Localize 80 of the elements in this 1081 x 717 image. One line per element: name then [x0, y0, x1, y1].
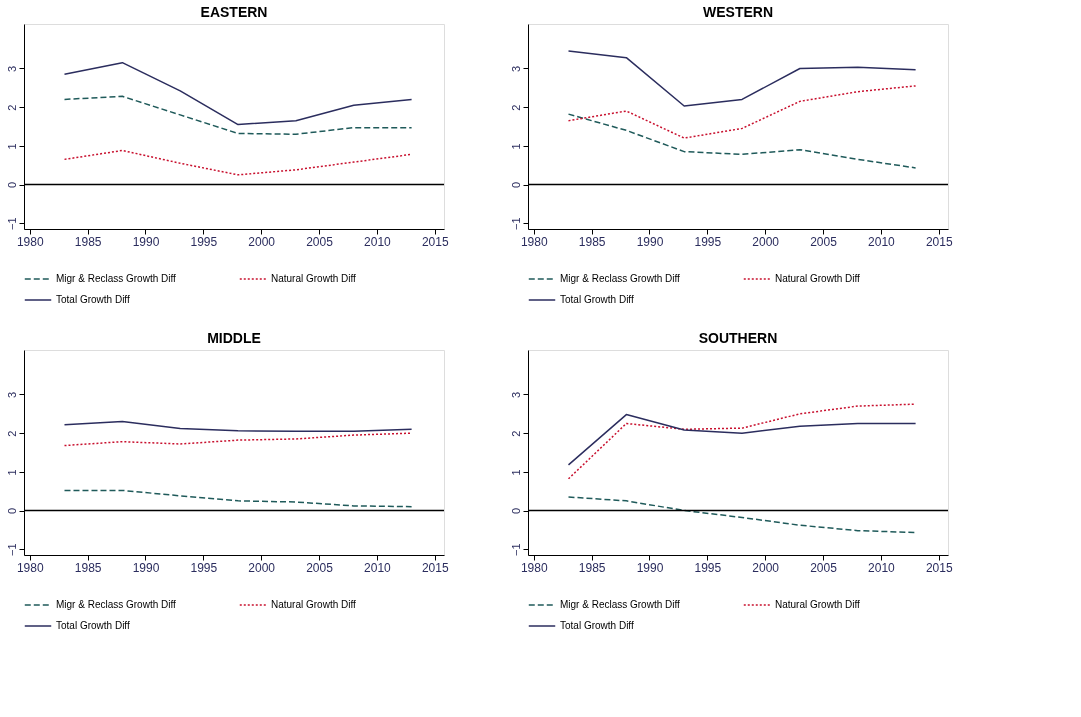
x-tick-label: 1990	[132, 560, 160, 575]
x-tick-label: 2015	[925, 234, 953, 249]
x-tick-label: 1995	[694, 234, 722, 249]
y-tick-label: 3	[5, 391, 18, 399]
legend-label: Total Growth Diff	[56, 294, 130, 305]
legend-label: Natural Growth Diff	[271, 273, 357, 284]
y-tick-label: 1	[5, 469, 18, 476]
y-tick-label: 3	[509, 391, 522, 399]
x-tick-label: 1990	[132, 234, 160, 249]
y-tick-label: 0	[509, 181, 522, 189]
x-tick-label: 2010	[364, 560, 392, 575]
x-tick-label: 2000	[248, 560, 276, 575]
x-tick-label: 2005	[810, 560, 838, 575]
line-series	[63, 61, 413, 126]
legend-label: Natural Growth Diff	[271, 599, 357, 610]
line-series	[567, 403, 917, 480]
x-tick-label: 1990	[636, 560, 664, 575]
y-tick-label: 2	[5, 430, 18, 437]
y-tick-label: −1	[5, 543, 18, 556]
x-tick-label: 2015	[925, 560, 953, 575]
x-tick-label: 2005	[306, 234, 334, 249]
x-tick-label: 1980	[16, 560, 44, 575]
line-series	[567, 496, 917, 534]
line-series	[567, 85, 917, 139]
y-tick-label: 3	[509, 65, 522, 73]
legend-label: Total Growth Diff	[560, 294, 634, 305]
x-tick-label: 1980	[16, 234, 44, 249]
y-tick-label: 0	[509, 507, 522, 515]
chart-title: MIDDLE	[207, 330, 261, 346]
x-tick-label: 1985	[74, 234, 102, 249]
x-tick-label: 2000	[752, 234, 780, 249]
x-tick-label: 2005	[810, 234, 838, 249]
legend-label: Natural Growth Diff	[775, 273, 861, 284]
x-tick-label: 2010	[868, 560, 896, 575]
x-tick-label: 2000	[752, 560, 780, 575]
chart-title: EASTERN	[200, 4, 268, 20]
y-tick-label: 1	[5, 143, 18, 150]
legend-label: Total Growth Diff	[56, 620, 130, 631]
chart-title: SOUTHERN	[698, 330, 778, 346]
y-tick-label: −1	[509, 217, 522, 230]
y-tick-label: 0	[5, 181, 18, 189]
y-tick-label: −1	[509, 543, 522, 556]
x-tick-label: 1985	[578, 234, 606, 249]
x-tick-label: 1995	[694, 560, 722, 575]
x-tick-label: 1995	[190, 234, 218, 249]
x-tick-label: 1995	[190, 560, 218, 575]
x-tick-label: 2010	[868, 234, 896, 249]
y-tick-label: 1	[509, 143, 522, 150]
line-series	[567, 50, 917, 107]
x-tick-label: 2005	[306, 560, 334, 575]
legend-label: Total Growth Diff	[560, 620, 634, 631]
x-tick-label: 2015	[421, 560, 449, 575]
x-tick-label: 1985	[74, 560, 102, 575]
y-tick-label: 0	[5, 507, 18, 515]
y-tick-label: 2	[509, 104, 522, 111]
line-series	[63, 420, 413, 432]
x-tick-label: 1990	[636, 234, 664, 249]
x-tick-label: 1985	[578, 560, 606, 575]
x-tick-label: 1980	[520, 560, 548, 575]
line-series	[63, 95, 413, 135]
chart-title: WESTERN	[703, 4, 773, 20]
y-tick-label: 2	[509, 430, 522, 437]
legend-label: Migr & Reclass Growth Diff	[56, 273, 177, 284]
line-series	[63, 432, 413, 447]
y-tick-label: −1	[5, 217, 18, 230]
line-series	[63, 489, 413, 508]
line-series	[567, 113, 917, 169]
legend-label: Migr & Reclass Growth Diff	[560, 599, 681, 610]
x-tick-label: 2010	[364, 234, 392, 249]
y-tick-label: 1	[509, 469, 522, 476]
legend-label: Migr & Reclass Growth Diff	[560, 273, 681, 284]
x-tick-label: 1980	[520, 234, 548, 249]
line-series	[63, 149, 413, 176]
legend-label: Natural Growth Diff	[775, 599, 861, 610]
y-tick-label: 3	[5, 65, 18, 73]
line-series	[567, 413, 917, 466]
x-tick-label: 2015	[421, 234, 449, 249]
y-tick-label: 2	[5, 104, 18, 111]
x-tick-label: 2000	[248, 234, 276, 249]
legend-label: Migr & Reclass Growth Diff	[56, 599, 177, 610]
